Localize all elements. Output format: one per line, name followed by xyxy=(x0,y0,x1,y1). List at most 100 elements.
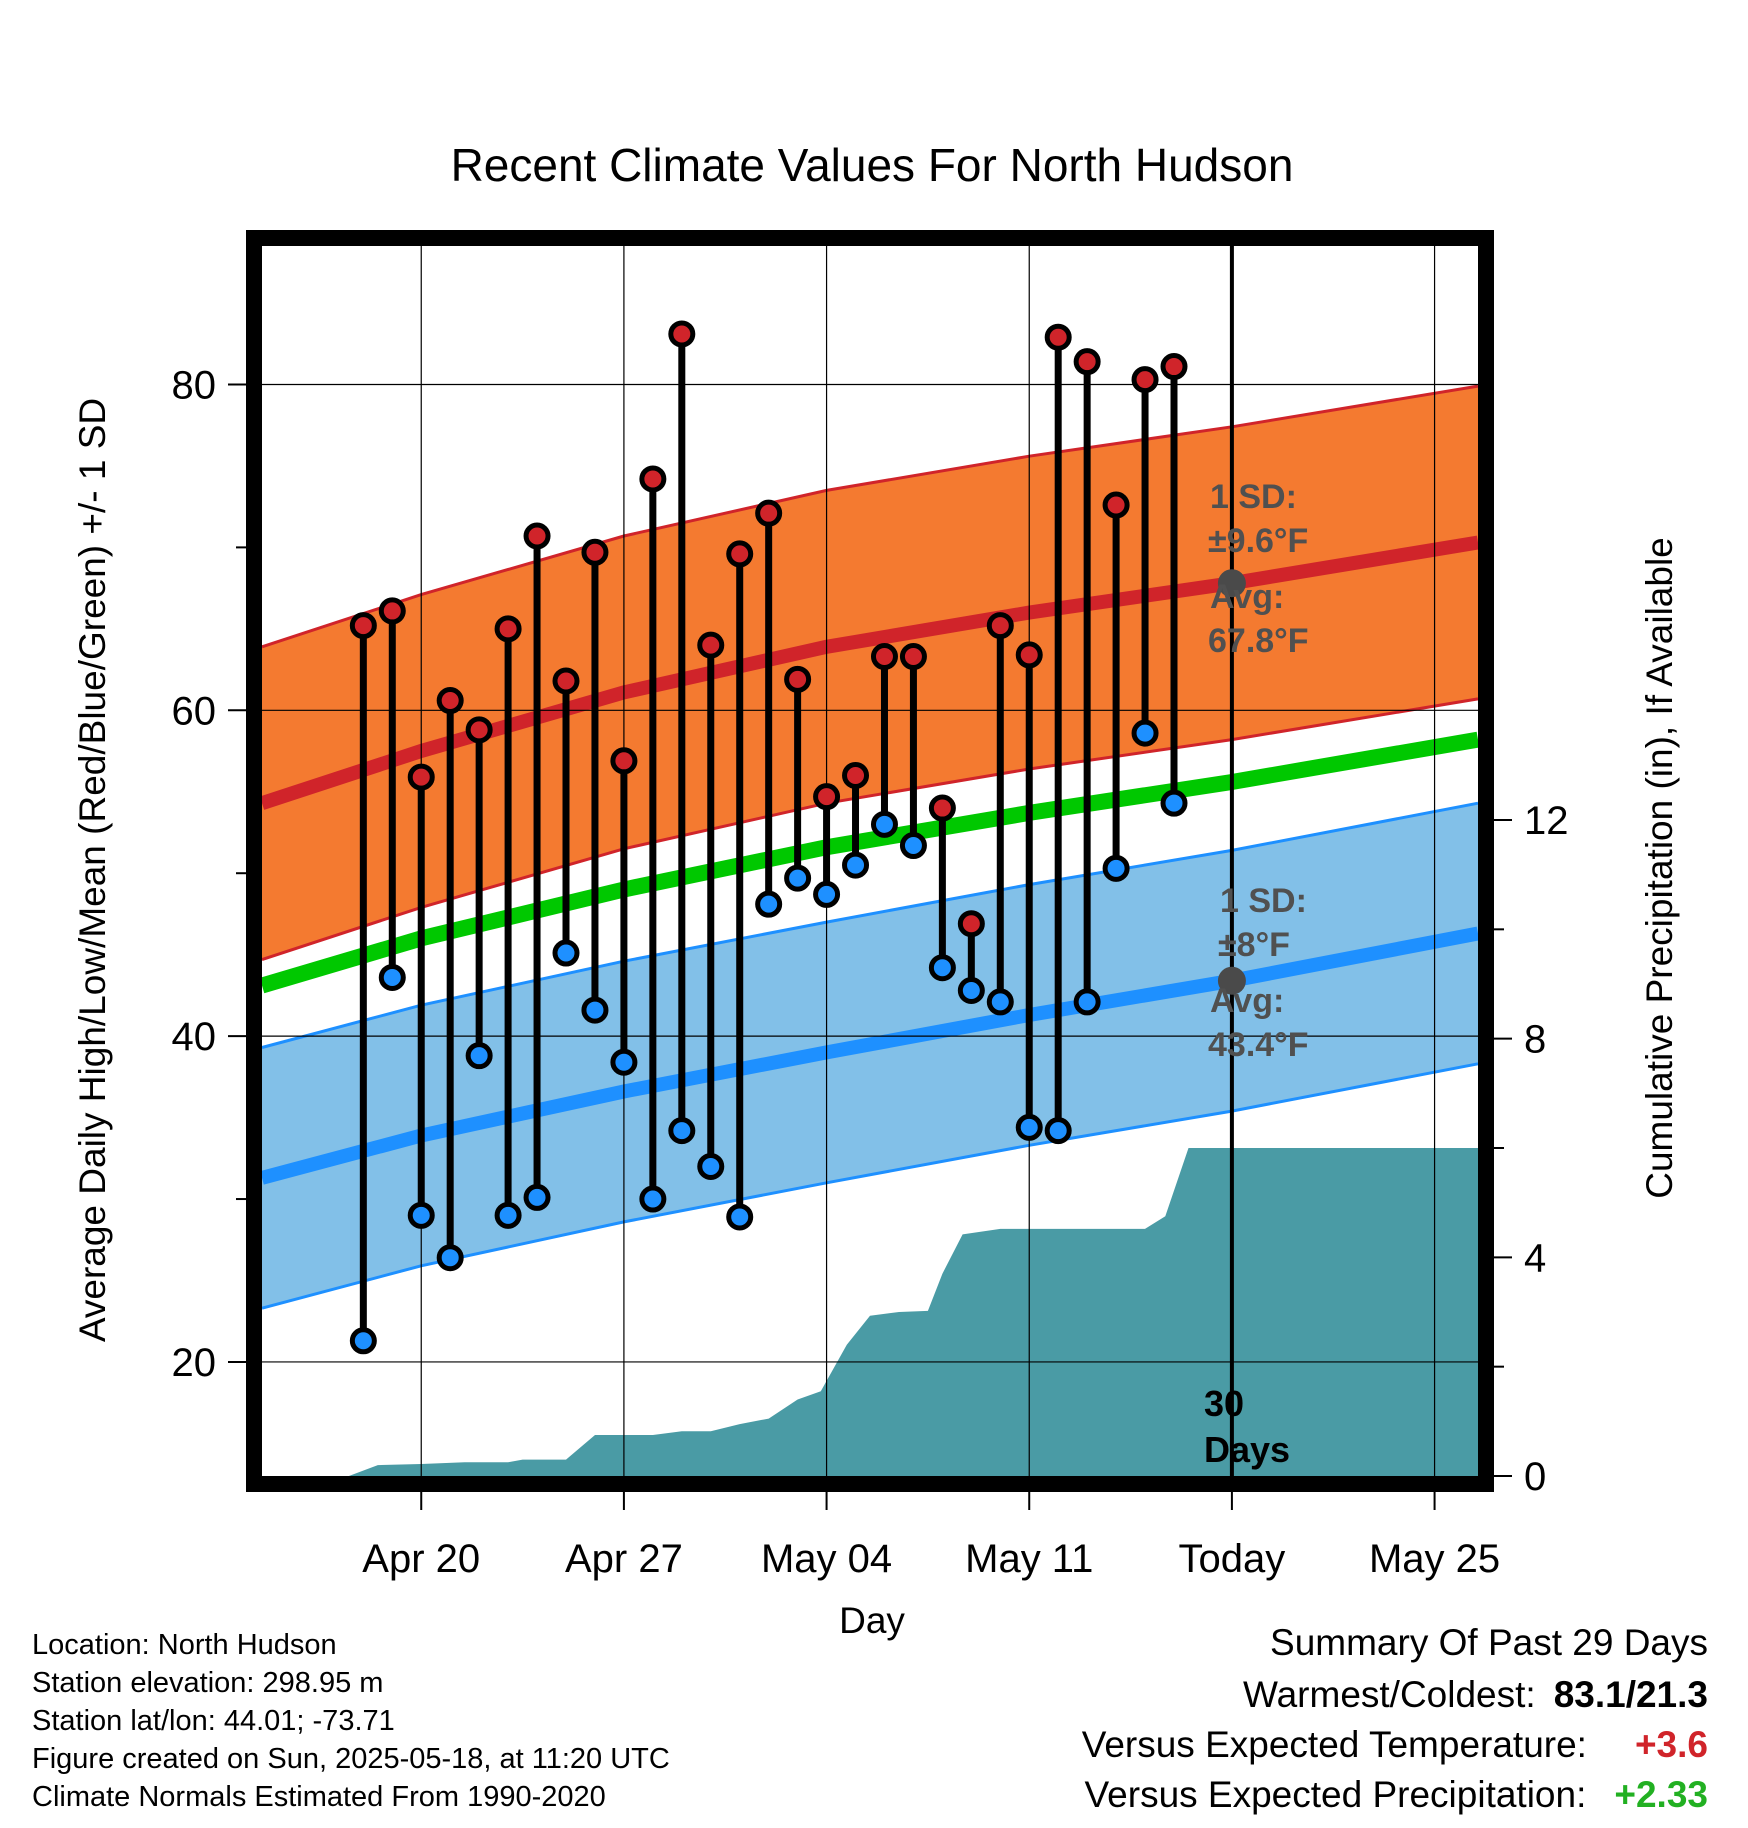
daily-high-point xyxy=(1102,491,1130,519)
daily-high-point xyxy=(610,747,638,775)
daily-high-point xyxy=(552,667,580,695)
high-avg-label: Avg: xyxy=(1210,578,1284,616)
cumulative-precip-area xyxy=(262,1148,1478,1476)
x-axis-label: Day xyxy=(839,1600,905,1641)
station-info: Location: North Hudson Station elevation… xyxy=(32,1626,670,1816)
y-axis-left-label: Average Daily High/Low/Mean (Red/Blue/Gr… xyxy=(72,398,113,1342)
daily-low-point xyxy=(552,939,580,967)
low-sd-value: ±8°F xyxy=(1218,926,1290,964)
daily-high-point xyxy=(1044,323,1072,351)
precip-label: Versus Expected Precipitation: xyxy=(1084,1774,1587,1815)
daily-high-point xyxy=(813,783,841,811)
daily-low-point xyxy=(639,1185,667,1213)
y-axis-right-label: Cumulative Precipitation (in), If Availa… xyxy=(1639,537,1680,1199)
daily-low-point xyxy=(610,1048,638,1076)
low-sd-band xyxy=(262,803,1478,1309)
low-avg-label: Avg: xyxy=(1210,982,1284,1020)
daily-low-point xyxy=(928,954,956,982)
daily-low-point xyxy=(668,1117,696,1145)
warm-cold-label: Warmest/Coldest: xyxy=(1243,1674,1536,1715)
daily-high-point xyxy=(899,643,927,671)
daily-high-point xyxy=(407,763,435,791)
daily-low-point xyxy=(1073,988,1101,1016)
daily-low-point xyxy=(899,832,927,860)
precip-value: +2.33 xyxy=(1614,1774,1708,1815)
summary-heading-text: Summary Of Past 29 Days xyxy=(1270,1622,1708,1663)
daily-high-point xyxy=(755,499,783,527)
daily-low-point xyxy=(1015,1113,1043,1141)
daily-high-point xyxy=(465,716,493,744)
y-left-tick-label: 60 xyxy=(172,689,217,733)
daily-low-point xyxy=(986,988,1014,1016)
summary-precipitation: Versus Expected Precipitation: +2.33 xyxy=(1085,1774,1708,1816)
daily-high-point xyxy=(436,687,464,715)
daily-high-point xyxy=(523,522,551,550)
daily-low-point xyxy=(870,810,898,838)
x-tick-label: Apr 20 xyxy=(362,1537,480,1581)
daily-high-point xyxy=(697,631,725,659)
y-right-tick-label: 8 xyxy=(1524,1018,1546,1062)
daily-low-point xyxy=(436,1244,464,1272)
daily-high-point xyxy=(957,910,985,938)
daily-low-point xyxy=(349,1327,377,1355)
daily-high-point xyxy=(668,320,696,348)
y-right-tick-label: 12 xyxy=(1524,799,1569,843)
summary-temperature: Versus Expected Temperature: +3.6 xyxy=(1082,1724,1708,1766)
daily-high-point xyxy=(378,597,406,625)
daily-high-point xyxy=(349,612,377,640)
high-sd-label: 1 SD: xyxy=(1210,478,1297,516)
location-text: Location: North Hudson xyxy=(32,1629,337,1661)
daily-high-point xyxy=(639,465,667,493)
daily-high-point xyxy=(842,761,870,789)
plot-area: 1 SD: ±9.6°F Avg: 67.8°F 1 SD: ±8°F Avg: 43.4°F… xyxy=(172,230,1569,1581)
today-low-avg-marker xyxy=(1217,966,1246,995)
daily-high-point xyxy=(1131,366,1159,394)
warm-cold-value: 83.1/21.3 xyxy=(1553,1674,1708,1715)
summary-warm-cold: Warmest/Coldest: 83.1/21.3 xyxy=(1243,1674,1708,1716)
temp-value: +3.6 xyxy=(1634,1724,1708,1765)
y-left-tick-label: 20 xyxy=(172,1341,217,1385)
daily-low-point xyxy=(813,880,841,908)
daily-low-point xyxy=(842,851,870,879)
daily-high-point xyxy=(581,538,609,566)
daily-high-point xyxy=(928,794,956,822)
daily-low-point xyxy=(407,1201,435,1229)
x-tick-label: May 04 xyxy=(761,1537,892,1581)
low-avg-value: 43.4°F xyxy=(1208,1026,1309,1064)
high-avg-value: 67.8°F xyxy=(1208,622,1309,660)
summary-heading: Summary Of Past 29 Days xyxy=(1270,1622,1708,1664)
latlon-text: Station lat/lon: 44.01; -73.71 xyxy=(32,1705,395,1737)
elevation-text: Station elevation: 298.95 m xyxy=(32,1667,384,1699)
daily-high-point xyxy=(870,643,898,671)
daily-high-point xyxy=(986,612,1014,640)
daily-low-point xyxy=(1160,789,1188,817)
y-right-tick-label: 0 xyxy=(1524,1455,1546,1499)
daily-low-point xyxy=(1131,719,1159,747)
daily-low-point xyxy=(755,890,783,918)
today-days-count: 30 xyxy=(1204,1383,1244,1424)
created-text: Figure created on Sun, 2025-05-18, at 11… xyxy=(32,1743,670,1775)
y-right-tick-label: 4 xyxy=(1524,1236,1546,1280)
daily-low-point xyxy=(523,1183,551,1211)
daily-low-point xyxy=(494,1201,522,1229)
daily-high-point xyxy=(1015,641,1043,669)
daily-high-point xyxy=(494,615,522,643)
today-high-avg-marker xyxy=(1217,569,1246,598)
normals-text: Climate Normals Estimated From 1990-2020 xyxy=(32,1781,606,1813)
daily-high-point xyxy=(1073,348,1101,376)
daily-low-point xyxy=(784,864,812,892)
high-sd-value: ±9.6°F xyxy=(1208,522,1308,560)
today-days-label: Days xyxy=(1204,1429,1290,1470)
chart-title: Recent Climate Values For North Hudson xyxy=(451,139,1294,191)
low-sd-label: 1 SD: xyxy=(1220,882,1307,920)
daily-high-point xyxy=(784,665,812,693)
daily-high-point xyxy=(726,540,754,568)
x-tick-label: May 11 xyxy=(965,1537,1093,1581)
daily-high-point xyxy=(1160,353,1188,381)
x-tick-label: May 25 xyxy=(1369,1537,1500,1581)
daily-low-point xyxy=(465,1042,493,1070)
daily-low-point xyxy=(726,1203,754,1231)
daily-low-point xyxy=(1102,854,1130,882)
x-tick-label: Today xyxy=(1179,1537,1286,1581)
